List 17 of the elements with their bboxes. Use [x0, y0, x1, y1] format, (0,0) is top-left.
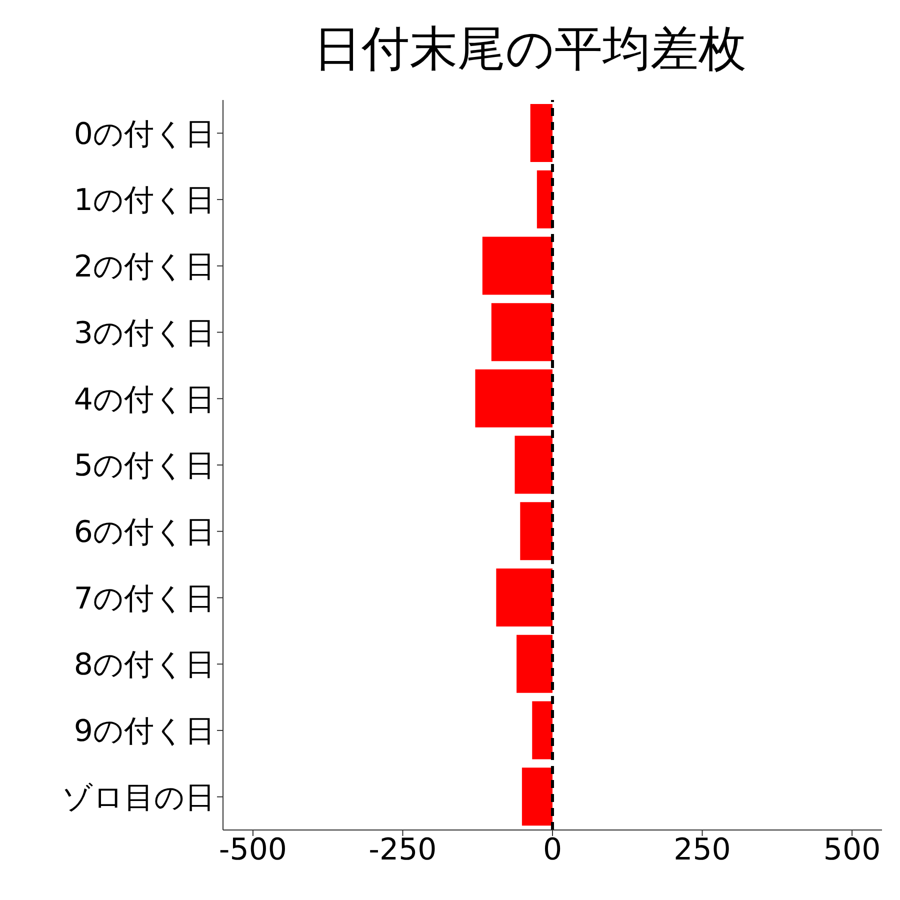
y-tick-label: 0の付く日: [74, 116, 215, 152]
y-tick-label: 4の付く日: [74, 382, 215, 418]
y-tick-label: 5の付く日: [74, 448, 215, 484]
y-tick-label: 1の付く日: [74, 183, 215, 218]
x-tick-label: 500: [823, 832, 881, 868]
y-tick-label: 6の付く日: [74, 515, 215, 550]
x-tick-label: 0: [542, 832, 562, 868]
x-tick-label: -500: [218, 832, 287, 868]
y-tick-label: 2の付く日: [74, 250, 215, 285]
y-tick-label: 3の付く日: [74, 316, 215, 351]
y-tick-label: 8の付く日: [74, 648, 215, 683]
x-tick-label: -250: [368, 832, 437, 868]
y-tick-label: ゾロ目の日: [62, 780, 215, 816]
y-tick-label: 7の付く日: [74, 581, 215, 616]
x-tick-label: 250: [674, 832, 731, 868]
y-tick-label: 9の付く日: [74, 714, 215, 750]
chart-title: 日付末尾の平均差枚: [312, 20, 748, 79]
